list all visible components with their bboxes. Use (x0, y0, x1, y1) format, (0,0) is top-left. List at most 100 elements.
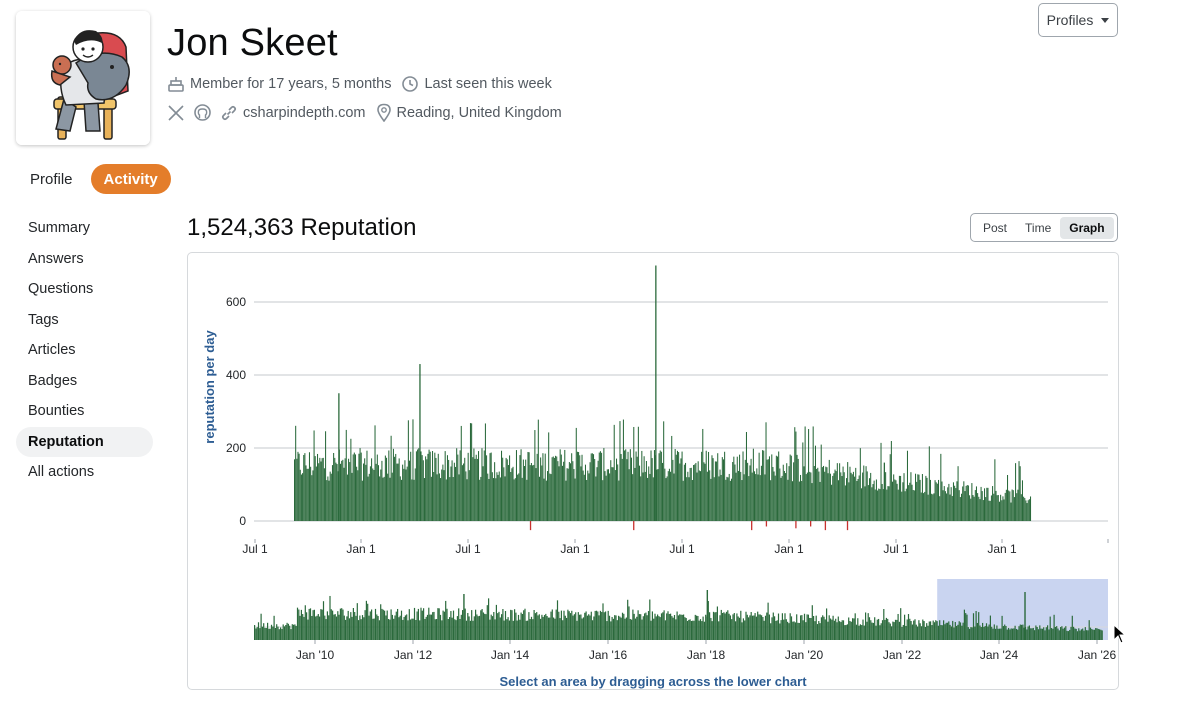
sidebar-item-reputation[interactable]: Reputation (16, 426, 153, 457)
bar (349, 462, 351, 521)
bar (607, 469, 609, 521)
overview-bar (1045, 627, 1047, 640)
bar (442, 464, 444, 521)
bar (896, 483, 898, 521)
overview-bar (900, 608, 902, 640)
bar (728, 473, 730, 521)
bar (910, 472, 912, 521)
overview-bar (950, 626, 952, 640)
bar (446, 455, 448, 521)
bar (364, 458, 366, 521)
bar (657, 469, 659, 521)
bar (1025, 500, 1027, 521)
reputation-chart[interactable]: 0 200 400 600 Jul 1 Jan 1 Jul 1 Jan 1 Jul 1 Jan 1… (188, 253, 1119, 690)
x-tick-label: Jul 1 (883, 542, 909, 556)
overview-bar (397, 608, 399, 640)
website-link[interactable]: csharpindepth.com (220, 104, 366, 122)
overview-bar (442, 610, 444, 640)
overview-chart[interactable]: Jan '10 Jan '12 Jan '14 Jan '16 Jan '18 Jan '… (254, 579, 1116, 662)
sidebar-item-summary[interactable]: Summary (28, 220, 91, 237)
bar (709, 470, 711, 521)
overview-bar (945, 622, 947, 640)
bar (369, 466, 371, 521)
sidebar-item-articles[interactable]: Articles (28, 342, 76, 359)
bar (497, 474, 499, 521)
sidebar-item-all-actions[interactable]: All actions (28, 464, 95, 481)
bar (819, 481, 821, 521)
bar (357, 470, 359, 521)
bar (505, 457, 507, 521)
overview-bar (815, 615, 817, 640)
sidebar-item-bounties[interactable]: Bounties (28, 403, 85, 420)
bar (1028, 499, 1030, 521)
bar (511, 468, 513, 521)
sidebar-item-questions[interactable]: Questions (28, 281, 94, 298)
overview-bar (290, 629, 292, 640)
bar (732, 462, 734, 521)
overview-bar (685, 618, 687, 640)
overview-bar (1056, 626, 1058, 640)
view-graph-button[interactable]: Graph (1060, 216, 1114, 239)
overview-bar (762, 617, 764, 640)
x-twitter-link[interactable] (167, 104, 185, 122)
view-time-button[interactable]: Time (1025, 220, 1052, 235)
overview-bar (272, 626, 274, 640)
overview-bar (711, 621, 713, 640)
bar (791, 481, 793, 521)
overview-bar (352, 608, 354, 640)
overview-bar (969, 628, 971, 640)
overview-bar (1049, 616, 1051, 640)
overview-bar (455, 620, 457, 640)
bar (381, 460, 383, 521)
bar (1003, 499, 1005, 521)
spike-bar (655, 265, 657, 521)
activity-sidebar: Summary Answers Questions Tags Articles … (16, 213, 153, 488)
overview-bar (321, 609, 323, 640)
bar (647, 477, 649, 521)
overview-bar (355, 615, 357, 640)
overview-bar (904, 614, 906, 640)
github-link[interactable] (193, 103, 212, 122)
bar (296, 458, 298, 521)
overview-bar (719, 615, 721, 640)
overview-bar (384, 610, 386, 640)
bar (957, 466, 959, 521)
bar (340, 463, 342, 521)
bar (1019, 466, 1021, 521)
bar (943, 486, 945, 521)
website-text[interactable]: csharpindepth.com (243, 104, 366, 121)
overview-bar (787, 621, 789, 640)
bar (561, 465, 563, 521)
bar (358, 453, 360, 521)
bar (724, 451, 726, 521)
user-avatar[interactable] (16, 11, 150, 145)
overview-bar (480, 610, 482, 640)
overview-bar (833, 620, 835, 640)
bar (788, 466, 790, 521)
y-tick-label: 0 (239, 514, 246, 528)
overview-bar (377, 616, 379, 640)
reputation-view-toggle: Post Time Graph (970, 213, 1118, 242)
bar (430, 476, 432, 521)
profiles-label: Profiles (1046, 12, 1094, 28)
overview-bar (411, 618, 413, 640)
bar (662, 462, 664, 521)
profiles-dropdown[interactable]: Profiles (1038, 3, 1118, 37)
overview-bar (267, 622, 269, 640)
overview-bar (1065, 626, 1067, 640)
tab-profile[interactable]: Profile (30, 170, 73, 188)
overview-bar (887, 618, 889, 640)
x-tick-label: Jan 1 (346, 542, 376, 556)
bar (649, 473, 651, 521)
view-post-button[interactable]: Post (983, 220, 1008, 235)
overview-bar (576, 620, 578, 640)
bar (920, 492, 922, 521)
overview-bar (855, 624, 858, 640)
bar (361, 480, 363, 521)
sidebar-item-answers[interactable]: Answers (28, 250, 84, 267)
bar (566, 468, 568, 521)
bar (604, 471, 606, 521)
sidebar-item-tags[interactable]: Tags (28, 311, 59, 328)
sidebar-item-badges[interactable]: Badges (28, 372, 78, 389)
tab-activity[interactable]: Activity (90, 164, 171, 194)
